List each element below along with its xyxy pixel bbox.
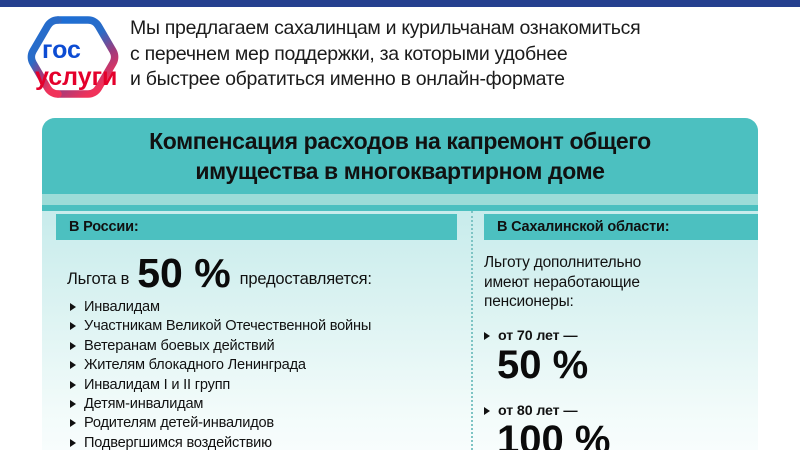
left-intro-pre: Льгота в	[67, 270, 130, 288]
content-card: Компенсация расходов на капремонт общего…	[42, 118, 758, 450]
left-column-heading-label: В России:	[69, 219, 139, 235]
triangle-bullet-icon	[70, 303, 76, 311]
triangle-bullet-icon	[70, 341, 76, 350]
list-item-label: Участникам Великой Отечественной войны	[84, 318, 372, 335]
list-item: Ветеранам боевых действий	[70, 337, 457, 355]
list-item-label: Подвергшимся воздействию	[84, 434, 272, 450]
title-separator-band	[42, 194, 758, 205]
left-column: В России: Льгота в 50 % предоставляется:…	[42, 211, 457, 450]
triangle-bullet-icon	[70, 438, 76, 447]
age-percent-value: 50 %	[497, 342, 589, 387]
header-line-2: с перечнем мер поддержки, за которыми уд…	[130, 42, 568, 65]
age-benefit-item: от 80 лет — 100 %	[484, 403, 758, 450]
list-item: Инвалидам	[70, 298, 457, 316]
title-separator-band-lower	[42, 205, 758, 211]
header: гос услуги Мы предлагаем сахалинцам и ку…	[0, 7, 800, 115]
list-item-label: Жителям блокадного Ленинграда	[84, 357, 306, 374]
triangle-bullet-icon	[484, 406, 490, 415]
left-column-heading: В России:	[56, 214, 457, 240]
gosuslugi-logo-icon: гос услуги	[27, 16, 119, 98]
logo-text-gos: гос	[42, 36, 81, 64]
right-column-heading-label: В Сахалинской области:	[497, 219, 670, 235]
triangle-bullet-icon	[70, 399, 76, 408]
gosuslugi-logo: гос услуги	[0, 7, 130, 109]
right-lead-line-1: Льготу дополнительно	[484, 254, 642, 271]
age-label-row: от 80 лет —	[484, 403, 758, 419]
age-percent-value: 100 %	[497, 417, 611, 450]
list-item-label: Ветеранам боевых действий	[84, 337, 275, 354]
age-label-row: от 70 лет —	[484, 328, 758, 344]
logo-text-uslugi: услуги	[35, 63, 117, 91]
list-item: Жителям блокадного Ленинграда	[70, 356, 457, 374]
column-divider	[471, 211, 473, 450]
triangle-bullet-icon	[484, 331, 490, 340]
right-lead-line-2: имеют неработающие	[484, 273, 640, 291]
triangle-bullet-icon	[70, 380, 76, 389]
card-title-line-1: Компенсация расходов на капремонт общего	[149, 128, 651, 154]
list-item: Детям-инвалидам	[70, 395, 457, 413]
right-column: В Сахалинской области: Льготу дополнител…	[457, 211, 758, 450]
triangle-bullet-icon	[70, 322, 76, 331]
list-item: Участникам Великой Отечественной войны	[70, 317, 457, 335]
list-item-label: Детям-инвалидам	[84, 395, 204, 412]
age-label: от 70 лет —	[498, 327, 578, 344]
age-benefit-item: от 70 лет — 50 %	[484, 328, 758, 386]
header-line-1: Мы предлагаем сахалинцам и курильчанам о…	[130, 17, 641, 39]
list-item: Инвалидам I и II групп	[70, 376, 457, 394]
right-lead-text: Льготу дополнительно имеют неработающие …	[484, 253, 758, 312]
triangle-bullet-icon	[70, 419, 76, 428]
list-item: Родителям детей-инвалидов	[70, 414, 457, 432]
list-item-label: Инвалидам	[84, 299, 160, 315]
right-lead-line-3: пенсионеры:	[484, 293, 574, 310]
columns-container: В России: Льгота в 50 % предоставляется:…	[42, 211, 758, 450]
age-label: от 80 лет —	[498, 402, 578, 419]
left-intro-value: 50 %	[137, 250, 231, 296]
list-item-label: Родителям детей-инвалидов	[84, 415, 274, 432]
list-item-label: Инвалидам I и II групп	[84, 376, 231, 393]
card-title-line-2: имущества в многоквартирном доме	[195, 158, 605, 184]
triangle-bullet-icon	[70, 361, 76, 370]
header-text: Мы предлагаем сахалинцам и курильчанам о…	[130, 7, 800, 93]
left-intro-row: Льгота в 50 % предоставляется:	[56, 250, 457, 296]
header-line-3: и быстрее обратиться именно в онлайн-фор…	[130, 68, 565, 90]
left-bullet-list: Инвалидам Участникам Великой Отечественн…	[56, 298, 457, 450]
right-column-heading: В Сахалинской области:	[484, 214, 758, 240]
card-title-banner: Компенсация расходов на капремонт общего…	[42, 118, 758, 194]
top-accent-bar	[0, 0, 800, 7]
list-item: Подвергшимся воздействию	[70, 434, 457, 450]
left-intro-post: предоставляется:	[239, 270, 372, 288]
